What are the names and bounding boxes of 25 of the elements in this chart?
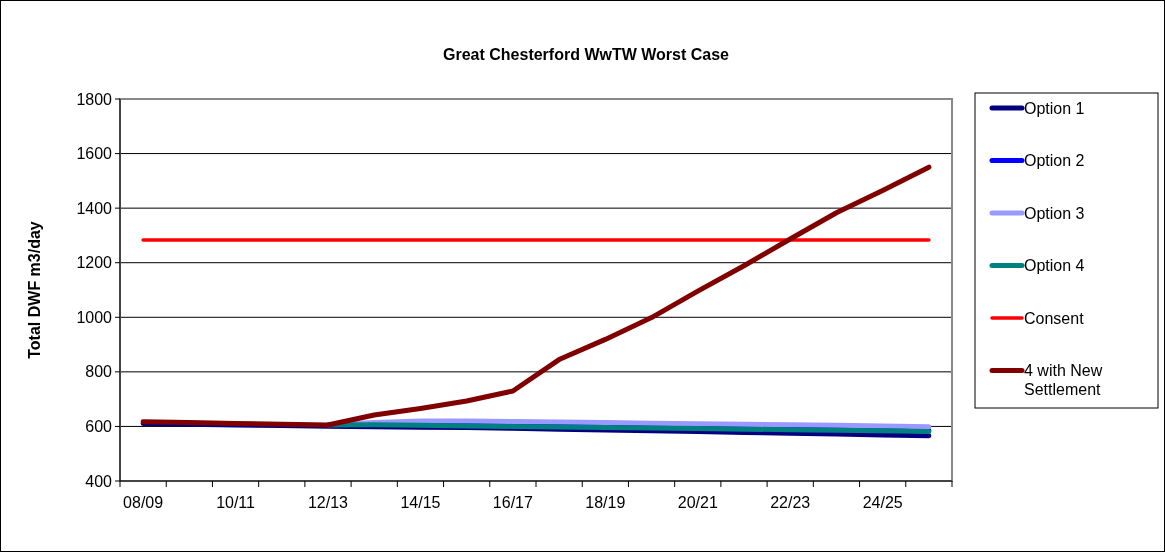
legend-label: Option 1 <box>1024 99 1085 117</box>
y-tick-label: 1400 <box>76 199 113 217</box>
x-tick-label: 22/23 <box>770 494 811 511</box>
x-tick-label: 12/13 <box>307 494 349 511</box>
chart-title: Great Chesterford WwTW Worst Case <box>443 46 730 63</box>
x-tick-label: 18/19 <box>585 494 626 511</box>
y-tick-label: 1600 <box>76 145 113 163</box>
legend-label: Option 4 <box>1024 257 1085 275</box>
legend-label: Option 3 <box>1024 204 1085 222</box>
x-tick-label: 10/11 <box>216 494 256 511</box>
x-tick-label: 16/17 <box>492 494 534 511</box>
x-tick-label: 14/15 <box>400 494 441 511</box>
y-tick-label: 1000 <box>76 308 113 326</box>
y-tick-label: 600 <box>85 418 113 436</box>
y-tick-label: 1800 <box>76 90 113 108</box>
legend-label: 4 with New Settlement <box>1024 362 1103 399</box>
y-tick-label: 800 <box>85 363 113 381</box>
y-tick-label: 400 <box>85 472 113 490</box>
legend-label: Consent <box>1024 309 1085 327</box>
y-tick-label: 1200 <box>76 254 113 272</box>
x-tick-label: 20/21 <box>677 494 718 511</box>
x-tick-label: 24/25 <box>862 494 903 511</box>
x-tick-label: 08/09 <box>123 494 164 511</box>
y-axis-title: Total DWF m3/day <box>26 221 43 359</box>
legend-label: Option 2 <box>1024 152 1085 170</box>
